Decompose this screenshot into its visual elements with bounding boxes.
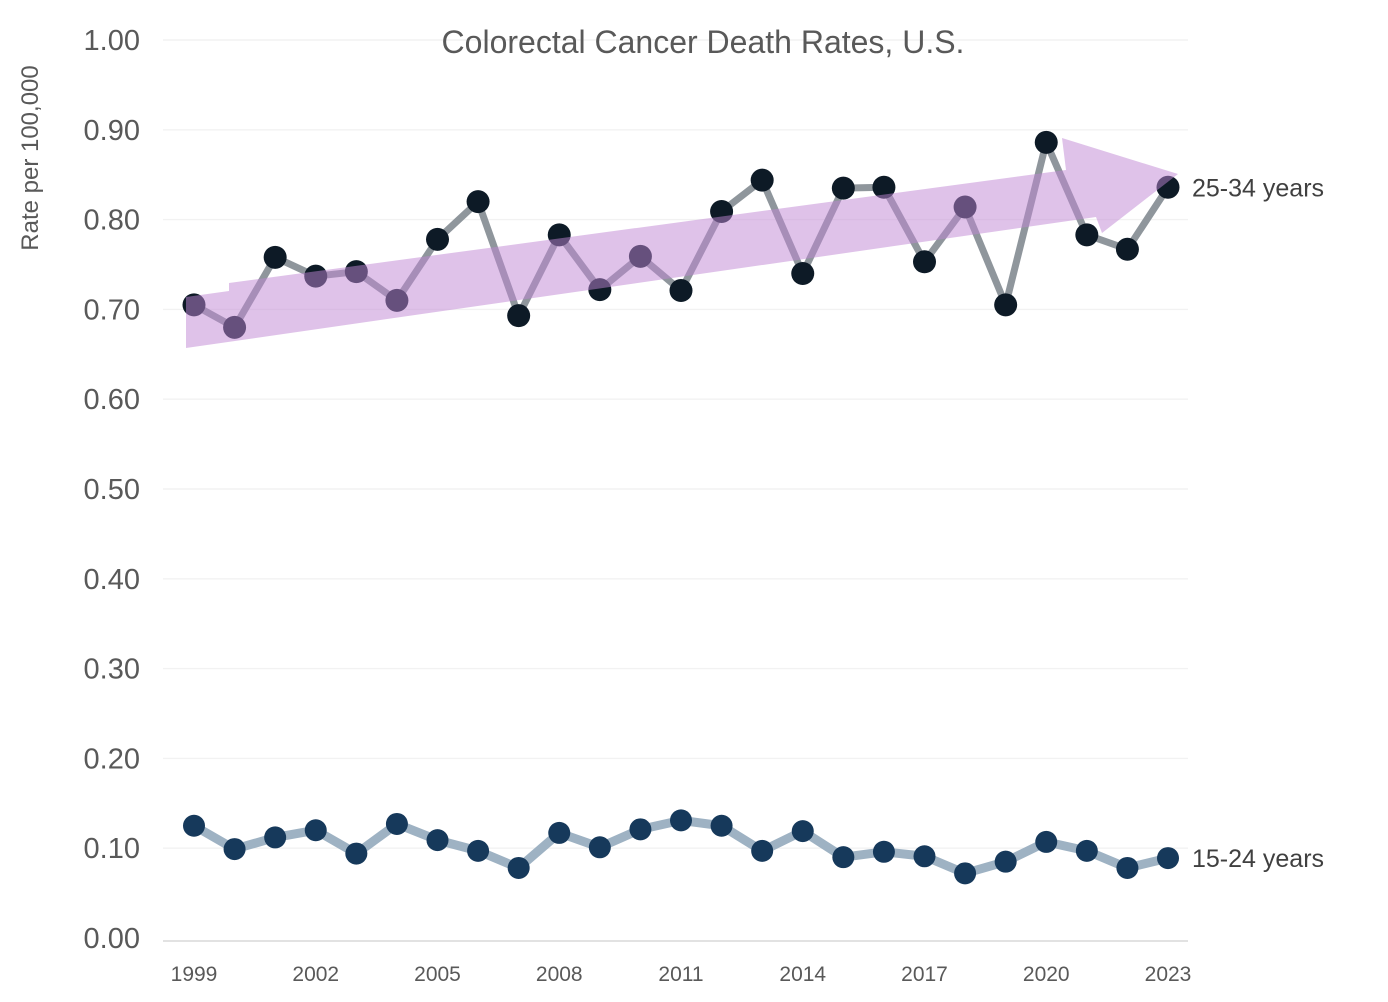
data-point-15-24-years bbox=[872, 840, 895, 863]
data-point-15-24-years bbox=[426, 829, 449, 852]
data-point-15-24-years bbox=[954, 862, 977, 885]
data-point-15-24-years bbox=[629, 818, 652, 841]
data-point-15-24-years bbox=[994, 850, 1017, 873]
data-point-25-34-years bbox=[466, 190, 490, 214]
x-tick-label: 2002 bbox=[292, 963, 339, 986]
data-point-15-24-years bbox=[1035, 830, 1058, 853]
data-point-15-24-years bbox=[548, 821, 571, 844]
data-point-25-34-years bbox=[669, 279, 693, 303]
data-point-25-34-years bbox=[426, 227, 449, 251]
data-point-25-34-years bbox=[507, 304, 531, 328]
y-tick-label: 0.80 bbox=[84, 205, 140, 237]
data-point-25-34-years bbox=[1075, 223, 1099, 247]
y-tick-label: 0.60 bbox=[84, 384, 140, 416]
data-point-15-24-years bbox=[385, 812, 408, 835]
data-point-15-24-years bbox=[832, 846, 855, 869]
data-point-15-24-years bbox=[1075, 839, 1098, 862]
y-axis-title: Rate per 100,000 bbox=[17, 65, 44, 250]
y-tick-label: 0.90 bbox=[84, 115, 140, 147]
data-point-15-24-years bbox=[913, 845, 936, 868]
x-tick-label: 2020 bbox=[1023, 963, 1070, 986]
data-point-25-34-years bbox=[994, 293, 1018, 317]
y-tick-label: 0.00 bbox=[84, 923, 140, 955]
y-tick-label: 0.70 bbox=[84, 294, 140, 326]
series-label-25-34-years: 25-34 years bbox=[1192, 174, 1324, 202]
data-point-25-34-years bbox=[831, 176, 855, 200]
data-point-15-24-years bbox=[670, 809, 692, 832]
y-tick-label: 0.10 bbox=[84, 833, 140, 865]
trend-arrow-icon bbox=[186, 138, 1178, 348]
data-point-15-24-years bbox=[710, 814, 733, 837]
data-point-15-24-years bbox=[467, 839, 490, 862]
data-point-15-24-years bbox=[1116, 856, 1139, 879]
y-tick-label: 1.00 bbox=[84, 25, 140, 57]
data-point-25-34-years bbox=[1115, 237, 1139, 261]
x-tick-label: 2023 bbox=[1145, 963, 1192, 986]
data-point-15-24-years bbox=[345, 842, 368, 865]
x-tick-label: 2017 bbox=[901, 963, 948, 986]
data-point-25-34-years bbox=[872, 175, 896, 199]
data-point-15-24-years bbox=[1157, 847, 1179, 870]
data-point-25-34-years bbox=[791, 261, 815, 285]
data-point-25-34-years bbox=[913, 250, 936, 274]
x-tick-label: 2011 bbox=[658, 963, 703, 986]
x-tick-label: 2005 bbox=[414, 963, 461, 986]
x-tick-label: 1999 bbox=[171, 963, 218, 986]
data-point-15-24-years bbox=[304, 819, 327, 842]
y-tick-label: 0.40 bbox=[84, 564, 140, 596]
series-label-15-24-years: 15-24 years bbox=[1192, 845, 1324, 873]
y-tick-label: 0.20 bbox=[84, 743, 140, 775]
y-tick-label: 0.50 bbox=[84, 474, 140, 506]
x-tick-label: 2008 bbox=[536, 963, 583, 986]
y-tick-label: 0.30 bbox=[84, 654, 140, 686]
data-point-15-24-years bbox=[791, 820, 814, 843]
data-point-15-24-years bbox=[507, 856, 530, 879]
data-point-15-24-years bbox=[264, 826, 287, 849]
data-point-15-24-years bbox=[223, 838, 246, 861]
data-point-25-34-years bbox=[263, 245, 287, 269]
data-point-25-34-years bbox=[1034, 130, 1058, 154]
chart-title: Colorectal Cancer Death Rates, U.S. bbox=[442, 24, 965, 60]
data-point-15-24-years bbox=[183, 814, 205, 837]
data-point-15-24-years bbox=[751, 839, 774, 862]
data-point-25-34-years bbox=[750, 168, 774, 192]
data-point-15-24-years bbox=[588, 836, 611, 859]
x-tick-label: 2014 bbox=[779, 963, 826, 986]
